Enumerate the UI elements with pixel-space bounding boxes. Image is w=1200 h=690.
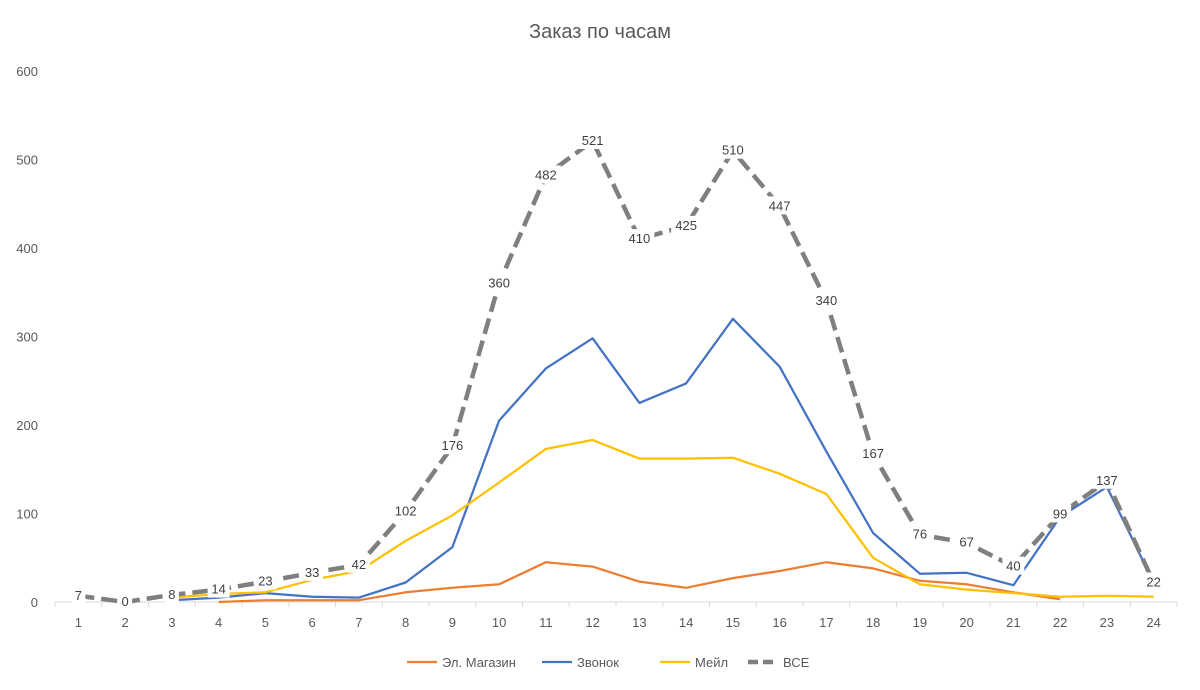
data-label: 482 bbox=[535, 167, 557, 182]
x-tick-label: 18 bbox=[866, 615, 880, 630]
data-label: 360 bbox=[488, 275, 510, 290]
x-tick-label: 7 bbox=[355, 615, 362, 630]
x-tick-label: 22 bbox=[1053, 615, 1067, 630]
data-label: 22 bbox=[1146, 575, 1160, 590]
x-tick-label: 20 bbox=[959, 615, 973, 630]
x-tick-label: 6 bbox=[309, 615, 316, 630]
data-label: 23 bbox=[258, 574, 272, 589]
x-tick-label: 12 bbox=[585, 615, 599, 630]
data-label-bg bbox=[577, 130, 608, 149]
y-tick-label: 0 bbox=[31, 595, 38, 610]
legend-label: ВСЕ bbox=[783, 655, 810, 670]
data-label: 340 bbox=[816, 293, 838, 308]
x-tick-label: 16 bbox=[772, 615, 786, 630]
x-tick-label: 19 bbox=[913, 615, 927, 630]
x-axis-ticks: 1 2 3 4 5 6 7 8 9 10 11 12 13 14 15 16 17 18 19 20 21 22 23 24 bbox=[54, 602, 1178, 630]
data-label-bg bbox=[530, 165, 561, 184]
data-label-bg bbox=[437, 436, 468, 455]
data-label: 7 bbox=[75, 588, 82, 603]
data-label: 102 bbox=[395, 504, 417, 519]
data-label-bg bbox=[811, 291, 842, 310]
x-tick-label: 3 bbox=[168, 615, 175, 630]
x-tick-label: 5 bbox=[262, 615, 269, 630]
data-label-bg bbox=[624, 229, 655, 248]
data-label: 42 bbox=[352, 557, 366, 572]
data-label: 8 bbox=[168, 587, 175, 602]
data-label-bg bbox=[1002, 556, 1025, 575]
x-tick-label: 21 bbox=[1006, 615, 1020, 630]
data-label: 521 bbox=[582, 133, 604, 148]
series-4-line bbox=[78, 138, 1156, 605]
x-tick-label: 9 bbox=[449, 615, 456, 630]
legend-label: Мейл bbox=[695, 655, 728, 670]
data-label-bg bbox=[164, 584, 179, 603]
legend-label: Звонок bbox=[577, 655, 619, 670]
data-label: 14 bbox=[211, 582, 225, 597]
series-1-line bbox=[218, 561, 1061, 604]
data-label-bg bbox=[301, 562, 324, 581]
y-tick-label: 600 bbox=[16, 64, 38, 79]
data-label-bg bbox=[71, 585, 86, 604]
legend: Эл. Магазин Звонок Мейл ВСЕ bbox=[407, 655, 810, 670]
data-label: 99 bbox=[1053, 506, 1067, 521]
data-label: 67 bbox=[959, 535, 973, 550]
y-tick-label: 500 bbox=[16, 153, 38, 168]
chart-title: Заказ по часам bbox=[529, 21, 671, 43]
x-tick-label: 14 bbox=[679, 615, 693, 630]
data-label-bg bbox=[118, 592, 133, 610]
data-label: 425 bbox=[675, 218, 697, 233]
data-label-bg bbox=[764, 196, 795, 215]
x-tick-label: 1 bbox=[75, 615, 82, 630]
data-label-bg bbox=[1142, 572, 1165, 591]
x-tick-label: 17 bbox=[819, 615, 833, 630]
y-tick-label: 300 bbox=[16, 330, 38, 345]
x-tick-label: 8 bbox=[402, 615, 409, 630]
data-label: 167 bbox=[862, 446, 884, 461]
y-axis-ticks: 0 100 200 300 400 500 600 bbox=[16, 64, 38, 610]
x-tick-label: 10 bbox=[492, 615, 506, 630]
data-label-bg bbox=[858, 444, 889, 463]
data-label-bg bbox=[390, 501, 421, 520]
series-2-line bbox=[171, 317, 1155, 602]
data-label-bg bbox=[1091, 470, 1122, 489]
x-tick-label: 15 bbox=[726, 615, 740, 630]
series-lines bbox=[78, 138, 1156, 605]
x-tick-label: 23 bbox=[1100, 615, 1114, 630]
data-label-bg bbox=[671, 215, 702, 234]
x-tick-label: 4 bbox=[215, 615, 222, 630]
x-tick-label: 13 bbox=[632, 615, 646, 630]
data-label-bg bbox=[254, 571, 277, 590]
data-label-bg bbox=[955, 532, 978, 551]
data-label: 137 bbox=[1096, 473, 1118, 488]
data-labels: 7 0 8 14 23 33 42 102 176 360 482 521 410 425 510 447 34… bbox=[71, 130, 1165, 610]
x-tick-label: 2 bbox=[122, 615, 129, 630]
y-tick-label: 400 bbox=[16, 241, 38, 256]
y-tick-label: 100 bbox=[16, 507, 38, 522]
series-3-line bbox=[171, 438, 1154, 599]
data-label-bg bbox=[347, 554, 370, 573]
y-tick-label: 200 bbox=[16, 418, 38, 433]
data-label: 510 bbox=[722, 143, 744, 158]
x-tick-label: 24 bbox=[1146, 615, 1160, 630]
data-label: 0 bbox=[122, 594, 129, 609]
data-label-bg bbox=[717, 140, 748, 159]
legend-label: Эл. Магазин bbox=[442, 655, 516, 670]
data-label: 410 bbox=[629, 231, 651, 246]
data-label: 76 bbox=[913, 527, 927, 542]
data-label-bg bbox=[1049, 504, 1072, 523]
data-label-bg bbox=[207, 579, 230, 598]
data-label: 40 bbox=[1006, 559, 1020, 574]
data-label: 447 bbox=[769, 198, 791, 213]
data-label: 33 bbox=[305, 565, 319, 580]
data-label-bg bbox=[484, 273, 515, 292]
data-label-bg bbox=[908, 524, 931, 543]
data-label: 176 bbox=[442, 438, 464, 453]
x-tick-label: 11 bbox=[539, 615, 553, 630]
